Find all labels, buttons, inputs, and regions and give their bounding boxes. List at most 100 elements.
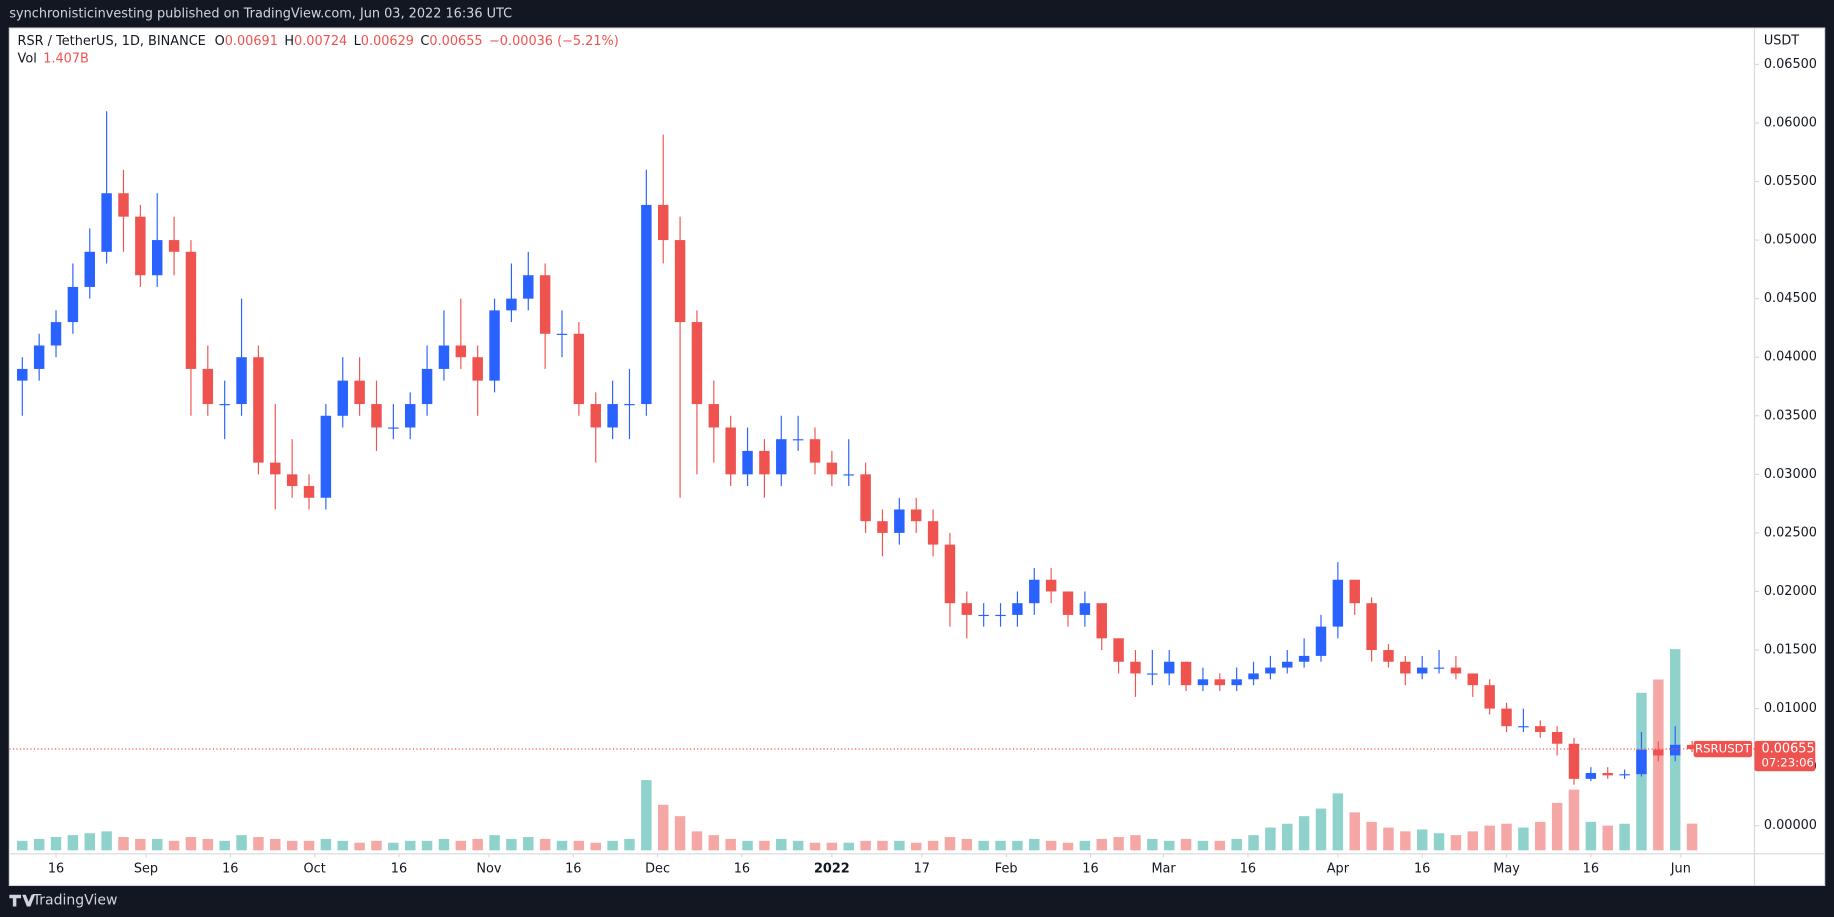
- candle-body: [1248, 673, 1259, 680]
- volume-bar: [1130, 835, 1141, 851]
- candle-body: [809, 439, 821, 463]
- candle-body: [1416, 667, 1428, 674]
- volume-bar: [1551, 802, 1563, 851]
- candle-body: [624, 404, 635, 406]
- volume-bar: [961, 838, 973, 851]
- countdown-label: 07:23:06: [1761, 756, 1814, 770]
- volume-bar: [1467, 831, 1479, 851]
- candle-body: [1214, 679, 1226, 686]
- candle-body: [1535, 726, 1546, 733]
- volume-bar: [506, 838, 517, 851]
- candle-body: [1163, 661, 1175, 674]
- price-tag: [1754, 740, 1816, 772]
- candle-body: [135, 216, 146, 276]
- x-tick-label: 16: [391, 862, 407, 877]
- price-tag-label: 0.00655: [1761, 742, 1814, 757]
- volume-bar: [860, 840, 871, 851]
- candle-body: [995, 614, 1006, 617]
- candle-body: [843, 474, 854, 476]
- publish-header: synchronisticinvesting published on Trad…: [9, 7, 512, 22]
- volume-bar: [455, 840, 467, 851]
- volume-bar: [1484, 825, 1495, 851]
- candle-body: [1045, 579, 1057, 592]
- legend-key: L: [354, 33, 362, 48]
- volume-bar: [1012, 840, 1023, 851]
- candle-body: [573, 333, 585, 405]
- candle-body: [657, 204, 669, 241]
- candle-body: [67, 286, 79, 323]
- symbol-tag: [1693, 740, 1753, 758]
- volume-bar: [1518, 827, 1529, 851]
- candle-body: [1096, 603, 1107, 639]
- volume-bar: [1163, 840, 1175, 851]
- candle-body: [455, 345, 467, 358]
- volume-bar: [388, 842, 399, 851]
- volume-bar: [1096, 838, 1107, 851]
- volume-bar: [472, 838, 483, 851]
- candle-body: [354, 380, 365, 405]
- candle-body: [1501, 708, 1512, 727]
- volume-bar: [708, 835, 720, 851]
- x-tick-label: 16: [222, 862, 238, 877]
- volume-bar: [607, 840, 618, 851]
- candle-body: [1282, 661, 1293, 668]
- candle-body: [759, 450, 770, 475]
- chart-area: [8, 27, 1826, 887]
- x-tick-label: 16: [565, 862, 581, 877]
- volume-bar: [1602, 825, 1613, 851]
- volume-bar: [202, 838, 214, 851]
- candle-body: [944, 544, 956, 604]
- candle-body: [792, 439, 804, 441]
- volume-bar: [1568, 789, 1580, 851]
- x-tick-label: Jun: [1670, 862, 1691, 877]
- candle-body: [910, 509, 922, 522]
- candle-body: [725, 427, 736, 475]
- candle-body: [33, 345, 45, 369]
- legend-change: −0.00036 (−5.21%): [489, 33, 619, 48]
- legend-key: H: [284, 33, 294, 48]
- legend-close: 0.00655: [429, 33, 482, 48]
- candle-body: [978, 614, 989, 617]
- volume-bar: [1585, 821, 1597, 851]
- candle-body: [1298, 655, 1310, 662]
- volume-bar: [1332, 793, 1344, 851]
- candle-body: [320, 415, 332, 498]
- symbol-tag-label: RSRUSDT: [1695, 742, 1752, 756]
- legend-open: 0.00691: [225, 33, 278, 48]
- candle-body: [388, 427, 399, 429]
- candle-body: [236, 357, 247, 405]
- volume-bar: [624, 838, 635, 851]
- volume-bar: [1349, 812, 1360, 851]
- volume-bar: [236, 835, 247, 851]
- volume-bar: [674, 816, 686, 851]
- x-tick-label: 16: [734, 862, 750, 877]
- candle-body: [708, 404, 720, 428]
- volume-bar: [337, 840, 348, 851]
- x-tick-label: Nov: [476, 862, 501, 877]
- candle-body: [1012, 603, 1023, 615]
- candle-body: [1231, 679, 1242, 686]
- volume-bar: [168, 840, 180, 851]
- volume-bar: [1231, 838, 1242, 851]
- candle-body: [404, 404, 416, 428]
- candle-body: [151, 240, 163, 276]
- y-tick-label: 0.05500: [1764, 174, 1817, 189]
- volume-bar: [320, 838, 332, 851]
- volume-bar: [1197, 840, 1209, 851]
- candle-body: [1602, 773, 1613, 776]
- candle-body: [1197, 679, 1209, 686]
- volume-bar: [759, 840, 770, 851]
- legend-high: 0.00724: [294, 33, 347, 48]
- volume-bar: [1315, 808, 1327, 851]
- footer-brand: TradingView: [32, 893, 118, 909]
- volume-bar: [978, 840, 989, 851]
- candle-body: [1147, 673, 1158, 675]
- volume-bar: [1400, 831, 1411, 851]
- x-tick-label: Feb: [995, 862, 1018, 877]
- volume-bar: [556, 840, 568, 851]
- volume-bar: [17, 840, 28, 851]
- x-tick-label: 16: [1414, 862, 1430, 877]
- candle-body: [286, 474, 298, 487]
- volume-bar: [67, 835, 79, 851]
